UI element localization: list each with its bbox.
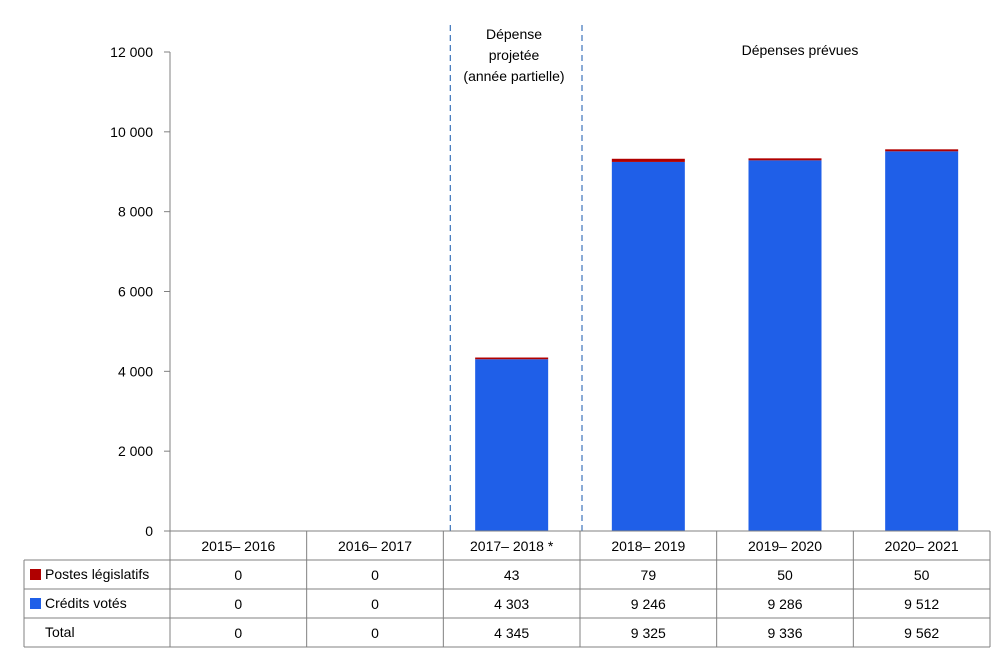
y-tick-label: 0 [145,523,153,539]
legend-swatch [30,598,41,609]
y-tick-label: 6 000 [118,284,153,300]
bar-segment [611,161,685,532]
y-axis: 0 2 000 4 000 6 000 8 000 10 000 12 000 [110,44,171,539]
bar-segment [611,158,685,162]
bar-segment [885,151,959,531]
y-tick-label: 12 000 [110,44,153,60]
bar-segment [748,160,822,531]
bar-segment [748,158,822,161]
data-label: 0 [234,596,242,612]
data-label: 0 [371,625,379,641]
row-label: Total [45,624,75,640]
x-tick-label: 2018– 2019 [611,538,685,554]
row-label: Postes législatifs [45,566,149,582]
data-label: 0 [371,596,379,612]
data-label: 79 [641,567,657,583]
legend-swatch [30,569,41,580]
bar-segment [475,357,549,360]
data-label: 9 562 [904,625,939,641]
data-label: 43 [504,567,520,583]
period-annotations: Dépense projetée (année partielle) Dépen… [463,26,858,84]
row-label: Crédits votés [45,595,127,611]
data-label: 4 303 [494,596,529,612]
data-label: 9 512 [904,596,939,612]
y-tick-label: 2 000 [118,443,153,459]
bar-segment [475,359,549,531]
data-label: 9 286 [767,596,802,612]
x-tick-label: 2015– 2016 [201,538,275,554]
x-tick-label: 2020– 2021 [885,538,959,554]
planned-annotation: Dépenses prévues [742,42,859,58]
data-table: 2015– 2016 2016– 2017 2017– 2018 * 2018– 20… [23,530,991,648]
projected-annotation-line-1: Dépense [486,26,542,42]
period-dividers [449,25,583,531]
bars [475,149,959,532]
x-tick-label: 2016– 2017 [338,538,412,554]
y-tick-label: 4 000 [118,363,153,379]
data-label: 0 [371,567,379,583]
data-label: 9 336 [767,625,802,641]
data-label: 9 246 [631,596,666,612]
data-label: 0 [234,567,242,583]
bar-segment [885,149,959,152]
x-tick-label: 2017– 2018 * [470,538,554,554]
y-tick-label: 8 000 [118,204,153,220]
y-tick-label: 10 000 [110,124,153,140]
data-label: 50 [777,567,793,583]
projected-annotation-line-2: projetée [489,47,540,63]
data-label: 0 [234,625,242,641]
data-label: 50 [914,567,930,583]
data-label: 4 345 [494,625,529,641]
x-tick-label: 2019– 2020 [748,538,822,554]
data-label: 9 325 [631,625,666,641]
projected-annotation-line-3: (année partielle) [463,68,564,84]
